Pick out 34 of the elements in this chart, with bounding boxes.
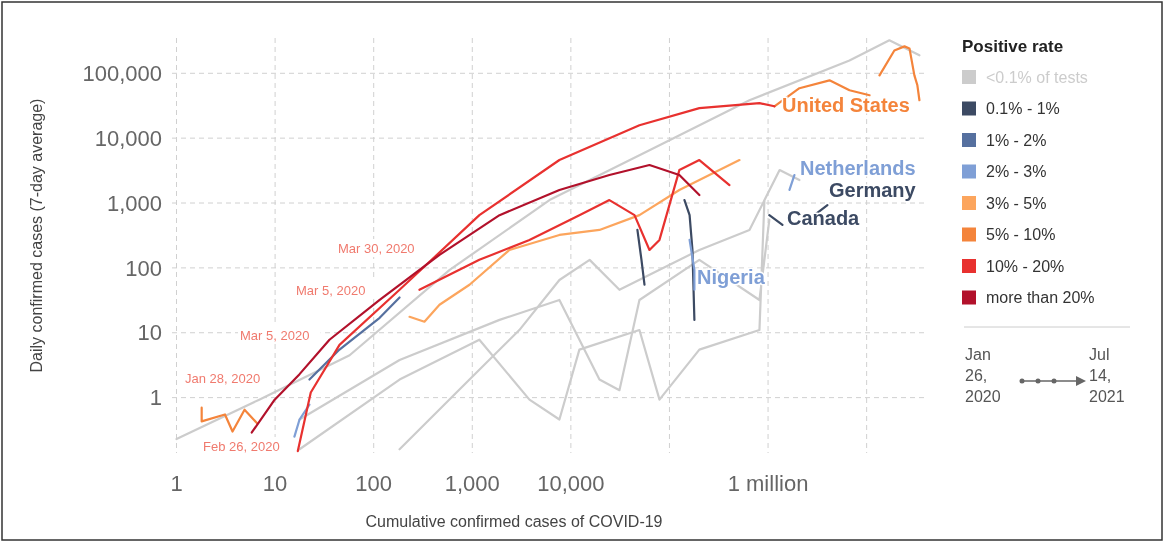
legend-title: Positive rate — [962, 37, 1064, 56]
legend-label: 1% - 2% — [986, 131, 1047, 149]
annotation: Feb 26, 2020 — [203, 438, 280, 454]
annotation: United States — [782, 94, 910, 116]
annotation: Jan 28, 2020 — [185, 370, 261, 386]
y-tick-label: 10 — [137, 320, 162, 346]
legend-label: 10% - 20% — [986, 257, 1065, 275]
y-tick-label: 10,000 — [94, 125, 162, 151]
x-tick-label: 10,000 — [537, 471, 605, 496]
y-tick-label: 100,000 — [82, 60, 162, 86]
annotation: Mar 30, 2020 — [338, 240, 415, 256]
y-tick-label: 1,000 — [106, 190, 162, 216]
x-axis-title: Cumulative confirmed cases of COVID-19 — [365, 513, 663, 530]
y-tick-label: 100 — [125, 255, 162, 281]
text: Jul 14, 2021 — [1089, 346, 1125, 405]
annotation: Mar 5, 2020 — [240, 327, 310, 343]
x-tick-label: 1 million — [727, 471, 809, 496]
legend-label: 3% - 5% — [986, 194, 1047, 212]
legend-label: 0.1% - 1% — [986, 100, 1060, 118]
annotation: Canada — [787, 207, 861, 229]
annotation: Netherlands — [800, 157, 916, 179]
annotation: Germany — [829, 179, 917, 201]
x-tick-label: 10 — [262, 471, 288, 496]
annotation: Nigeria — [697, 266, 766, 288]
x-tick-label: 1,000 — [444, 471, 500, 496]
text: Jan 26, 2020 — [965, 346, 1001, 405]
legend-label: more than 20% — [986, 289, 1095, 307]
annotation: Mar 5, 2020 — [296, 282, 366, 298]
x-tick-label: 100 — [355, 471, 393, 496]
x-tick-label: 1 — [170, 471, 183, 496]
legend-label: 2% - 3% — [986, 163, 1047, 181]
legend-label: 5% - 10% — [986, 226, 1056, 244]
y-axis-title: Daily confirmed cases (7-day average) — [28, 98, 45, 373]
y-tick-label: 1 — [149, 385, 162, 411]
